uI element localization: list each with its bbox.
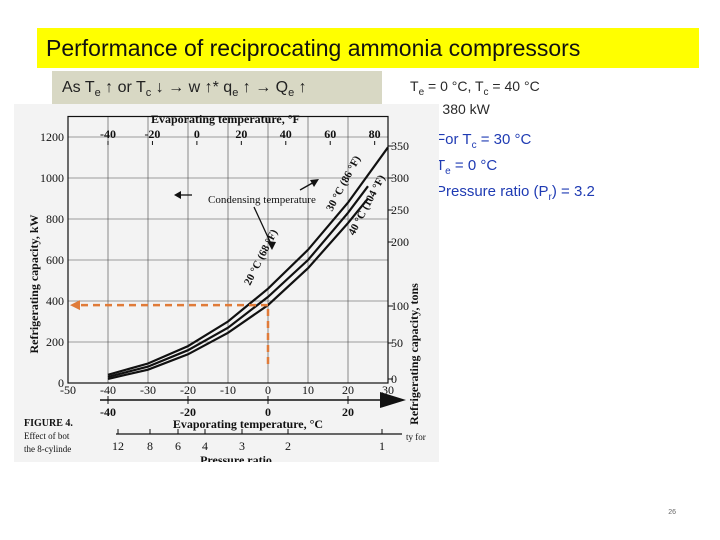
x2-tick-label: 0 [194, 127, 200, 141]
y-tick-label: 800 [46, 212, 64, 226]
y-axis-title: Refrigerating capacity, kW [27, 215, 41, 354]
chart-background [14, 104, 439, 462]
figure-caption-tail: ty for [406, 432, 426, 442]
y2-tick-label: 200 [391, 235, 409, 249]
x-tick-label: -20 [180, 383, 196, 397]
x-secondary-tick-label: 20 [342, 405, 354, 419]
series-line-1 [107, 146, 389, 376]
x-secondary-tick-label: -40 [100, 405, 116, 419]
y-tick-label: 1000 [40, 171, 64, 185]
pressure-ratio-tick-label: 1 [379, 439, 385, 453]
y-tick-label: 200 [46, 335, 64, 349]
y2-tick-label: 300 [391, 171, 409, 185]
x2-tick-label: -40 [100, 127, 116, 141]
pressure-ratio-tick-label: 8 [147, 439, 153, 453]
x-secondary-tick-label: 0 [265, 405, 271, 419]
y-tick-label: 0 [58, 376, 64, 390]
y-tick-label: 1200 [40, 130, 64, 144]
chart-series [107, 146, 389, 380]
annotation-arrow-left-head [174, 191, 181, 199]
y2-tick-label: 100 [391, 299, 409, 313]
x-secondary-tick-label: -20 [180, 405, 196, 419]
y2-tick-label: 350 [391, 139, 409, 153]
capacity-relation: As Te ↑ or Tc ↓ → w ↑* qe ↑ → Qe ↑ [52, 71, 382, 104]
x2-tick-label: 80 [369, 127, 381, 141]
capacity-chart: 20 °C (68 °F)30 °C (86 °F)40 °C (104 °F)… [14, 104, 439, 462]
y-tick-label: 600 [46, 253, 64, 267]
guide-arrow-head [70, 300, 80, 311]
pressure-ratio-tick-label: 2 [285, 439, 291, 453]
y2-axis-title: Refrigerating capacity, tons [407, 283, 421, 425]
figure-caption-line: the 8-cylinde [24, 444, 71, 454]
x-tick-label: -50 [60, 383, 76, 397]
figure-caption-line: FIGURE 4. [24, 418, 73, 429]
x-tick-label: -30 [140, 383, 156, 397]
y2-tick-label: 250 [391, 203, 409, 217]
chart-guides [70, 300, 270, 364]
x-tick-label: -10 [220, 383, 236, 397]
condensing-temp-annotation: Condensing temperature [208, 194, 316, 206]
chart-axes [67, 115, 406, 435]
figure-caption-line: Effect of bot [24, 431, 70, 441]
x2-tick-label: 40 [280, 127, 292, 141]
x2-tick-label: -20 [144, 127, 160, 141]
x2-tick-label: 60 [324, 127, 336, 141]
x-tick-label: 10 [302, 383, 314, 397]
y2-tick-label: 50 [391, 336, 403, 350]
page-number: 26 [668, 509, 676, 516]
pressure-ratio-title: Pressure ratio [200, 453, 272, 462]
x2-axis-title: Evaporating temperature, °F [151, 112, 300, 126]
annotation-arrow-line [253, 206, 273, 247]
pressure-ratio-tick-label: 3 [239, 439, 245, 453]
annotation-arrow-head [267, 241, 276, 250]
condition-note-2: For Tc = 30 °C Te = 0 °C Pressure ratio … [436, 131, 595, 203]
x-tick-label: 30 [382, 383, 394, 397]
pressure-ratio-tick-label: 4 [202, 439, 208, 453]
x-tick-label: 0 [265, 383, 271, 397]
pressure-ratio-tick-label: 12 [112, 439, 124, 453]
x-axis-title: Evaporating temperature, °C [173, 417, 323, 431]
slide-title: Performance of reciprocating ammonia com… [37, 28, 699, 68]
y2-tick-label: 0 [391, 372, 397, 386]
pressure-ratio-tick-label: 6 [175, 439, 181, 453]
x-tick-label: 20 [342, 383, 354, 397]
series-line-2 [107, 185, 369, 378]
x-axis-secondary-arrow [380, 392, 406, 408]
x2-tick-label: 20 [235, 127, 247, 141]
series-line-3 [107, 197, 369, 380]
x-tick-label: -40 [100, 383, 116, 397]
plot-frame [67, 115, 389, 384]
annotation-arrow-right-head [310, 179, 319, 187]
y-tick-label: 400 [46, 294, 64, 308]
